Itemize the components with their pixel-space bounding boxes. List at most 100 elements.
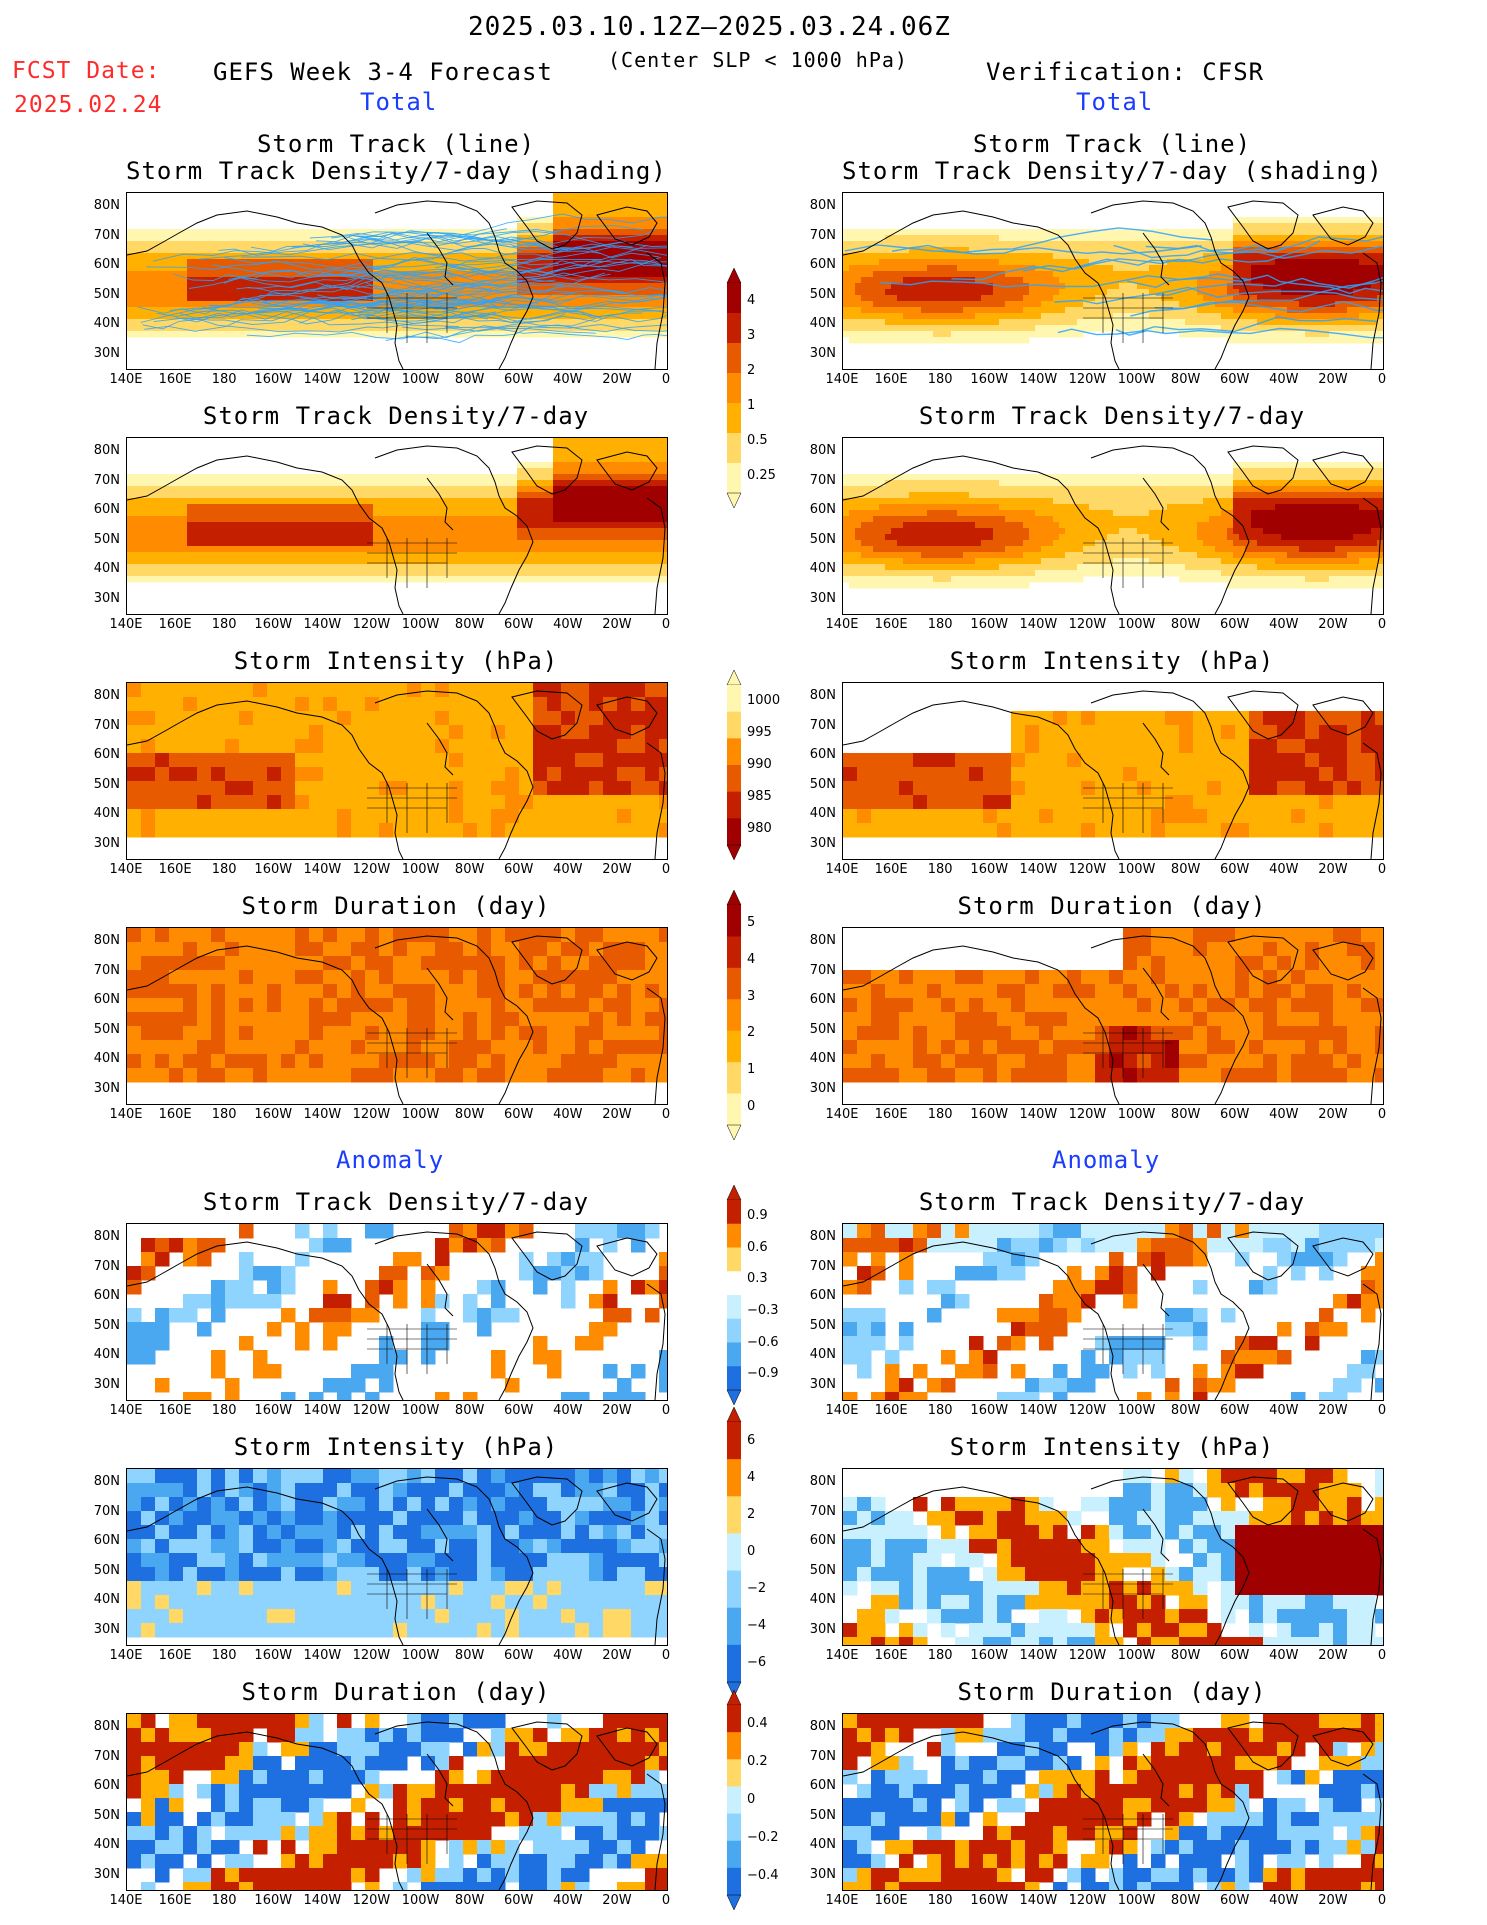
field-cell xyxy=(843,253,850,260)
field-cell xyxy=(1245,313,1252,320)
field-cell xyxy=(457,235,464,242)
field-cell xyxy=(1143,247,1150,254)
field-cell xyxy=(1359,259,1366,266)
field-cell xyxy=(649,546,656,553)
field-cell xyxy=(613,522,620,529)
field-cell xyxy=(139,552,146,559)
field-cell xyxy=(469,271,476,278)
field-cell xyxy=(867,307,874,314)
field-cell xyxy=(1215,289,1222,296)
x-tick-label: 140E xyxy=(109,372,143,387)
field-cell xyxy=(969,289,976,296)
field-cell xyxy=(933,235,940,242)
field-cell xyxy=(1281,247,1288,254)
field-cell xyxy=(529,534,536,541)
field-cell xyxy=(577,456,584,463)
field-cell xyxy=(397,522,404,529)
field-cell xyxy=(1371,319,1378,326)
x-tick-label: 60W xyxy=(1220,372,1250,387)
field-cell xyxy=(415,253,422,260)
field-cell xyxy=(879,241,886,248)
field-cell xyxy=(391,271,398,278)
field-cell xyxy=(595,552,602,559)
field-cell xyxy=(1239,241,1246,248)
field-cell xyxy=(139,313,146,320)
field-cell xyxy=(1137,313,1144,320)
field-cell xyxy=(1323,265,1330,272)
field-cell xyxy=(295,480,302,487)
field-cell xyxy=(325,522,332,529)
field-cell xyxy=(1119,241,1126,248)
field-cell xyxy=(565,546,572,553)
field-cell xyxy=(457,510,464,517)
field-cell xyxy=(181,552,188,559)
x-tick-label: 160E xyxy=(158,372,192,387)
field-cell xyxy=(661,265,667,272)
field-cell xyxy=(379,498,386,505)
field-cell xyxy=(583,510,590,517)
field-cell xyxy=(505,474,512,481)
field-cell xyxy=(1215,235,1222,242)
field-cell xyxy=(1353,277,1360,284)
field-cell xyxy=(247,504,254,511)
field-cell xyxy=(637,540,644,547)
field-cell xyxy=(409,319,416,326)
title-density-anom-left: Storm Track Density/7-day xyxy=(202,1188,590,1216)
field-cell xyxy=(343,522,350,529)
field-cell xyxy=(319,540,326,547)
field-cell xyxy=(1275,235,1282,242)
field-cell xyxy=(517,492,524,499)
field-cell xyxy=(1371,337,1378,344)
field-cell xyxy=(607,528,614,535)
field-cell xyxy=(139,516,146,523)
field-cell xyxy=(1023,229,1030,236)
storm-track-line xyxy=(1057,316,1377,336)
field-cell xyxy=(379,277,386,284)
field-cell xyxy=(1101,235,1108,242)
field-cell xyxy=(193,522,200,529)
field-cell xyxy=(1089,271,1096,278)
field-cell xyxy=(151,516,158,523)
field-cell xyxy=(607,289,614,296)
field-cell xyxy=(589,235,596,242)
field-cell xyxy=(553,229,560,236)
field-cell xyxy=(175,319,182,326)
field-cell xyxy=(283,516,290,523)
field-cell xyxy=(343,325,350,332)
field-cell xyxy=(1371,259,1378,266)
field-cell xyxy=(1269,241,1276,248)
field-cell xyxy=(1023,271,1030,278)
field-cell xyxy=(1197,319,1204,326)
field-cell xyxy=(367,552,374,559)
field-cell xyxy=(523,289,530,296)
field-cell xyxy=(571,301,578,308)
field-cell xyxy=(1203,247,1210,254)
field-cell xyxy=(565,211,572,218)
field-cell xyxy=(619,223,626,230)
map-panel-track-gefs xyxy=(126,192,668,370)
field-cell xyxy=(1203,289,1210,296)
field-cell xyxy=(855,295,862,302)
field-cell xyxy=(517,307,524,314)
field-cell xyxy=(963,307,970,314)
field-cell xyxy=(493,510,500,517)
field-cell xyxy=(1257,325,1264,332)
field-cell xyxy=(487,498,494,505)
storm-track-line xyxy=(250,229,563,252)
field-cell xyxy=(843,319,850,326)
field-cell xyxy=(361,319,368,326)
field-cell xyxy=(313,552,320,559)
field-cell xyxy=(1215,325,1222,332)
field-cell xyxy=(247,289,254,296)
field-cell xyxy=(289,241,296,248)
field-cell xyxy=(151,534,158,541)
field-cell xyxy=(595,540,602,547)
field-cell xyxy=(613,307,620,314)
field-cell xyxy=(247,331,254,338)
field-cell xyxy=(205,247,212,254)
field-cell xyxy=(1137,235,1144,242)
field-cell xyxy=(1179,313,1186,320)
field-cell xyxy=(1311,271,1318,278)
field-cell xyxy=(205,510,212,517)
field-cell xyxy=(499,319,506,326)
